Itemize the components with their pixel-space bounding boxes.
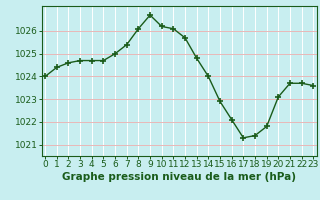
X-axis label: Graphe pression niveau de la mer (hPa): Graphe pression niveau de la mer (hPa) [62, 172, 296, 182]
